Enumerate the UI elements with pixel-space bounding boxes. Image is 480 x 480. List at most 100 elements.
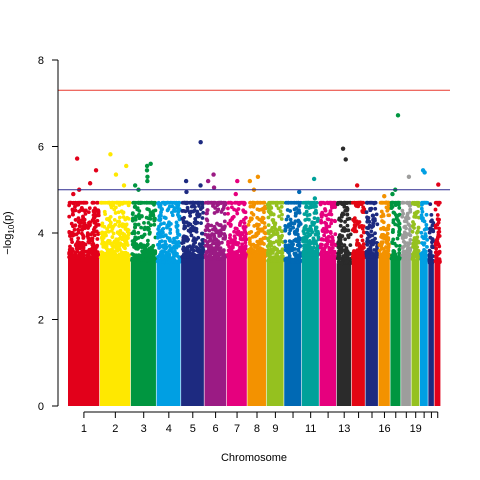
snp-point: [77, 219, 82, 224]
snp-point: [265, 202, 270, 207]
snp-point: [431, 238, 435, 243]
snp-point: [73, 251, 78, 255]
snp-point: [170, 246, 175, 251]
snp-point: [147, 231, 152, 236]
snp-point: [82, 220, 86, 225]
snp-point: [192, 208, 197, 213]
snp-point: [309, 249, 313, 254]
snp-point: [110, 235, 115, 239]
snp-point: [250, 216, 254, 221]
snp-point: [323, 243, 328, 247]
snp-point: [396, 219, 401, 224]
top-hit-point: [312, 196, 318, 201]
chromosome-9-points: [265, 200, 285, 406]
snp-point: [133, 200, 138, 205]
snp-point: [183, 225, 188, 230]
top-hit-point: [297, 189, 302, 195]
snp-point: [165, 208, 170, 213]
snp-point: [205, 224, 210, 229]
snp-point: [116, 210, 121, 215]
snp-point: [283, 227, 288, 232]
snp-point: [421, 242, 426, 247]
snp-point: [240, 242, 245, 247]
snp-point: [301, 239, 305, 244]
snp-point: [225, 252, 230, 257]
snp-point: [247, 231, 252, 236]
snp-point: [255, 200, 260, 205]
snp-point: [373, 231, 377, 236]
snp-point: [364, 210, 369, 215]
snp-point: [374, 212, 379, 217]
snp-point: [295, 232, 300, 237]
snp-point: [226, 211, 230, 216]
snp-point: [194, 227, 199, 231]
snp-point: [243, 240, 248, 245]
snp-point: [222, 232, 227, 236]
y-axis-label: −log10(p): [2, 211, 16, 254]
snp-point: [397, 243, 402, 248]
snp-point: [110, 226, 115, 231]
snp-point: [162, 221, 166, 226]
snp-point: [288, 217, 293, 222]
snp-point: [283, 243, 288, 248]
top-hit-point: [108, 152, 113, 157]
snp-point: [230, 244, 235, 249]
snp-point: [327, 235, 332, 239]
top-hit-point: [382, 194, 387, 199]
top-hit-point: [340, 146, 346, 151]
snp-point: [406, 255, 410, 260]
snp-point: [435, 213, 440, 217]
snp-point: [266, 206, 271, 210]
snp-point: [287, 222, 291, 227]
x-tick-label: 1: [81, 423, 87, 435]
snp-point: [436, 233, 441, 238]
snp-point: [153, 200, 157, 205]
snp-point: [95, 200, 100, 205]
top-hit-point: [384, 200, 389, 205]
x-tick-label: 13: [338, 423, 350, 435]
snp-point: [217, 223, 221, 227]
snp-point: [329, 221, 334, 226]
snp-point: [269, 206, 274, 210]
snp-point: [211, 232, 216, 237]
snp-point: [279, 200, 284, 205]
snp-point: [297, 204, 302, 208]
snp-point: [419, 213, 424, 218]
snp-point: [217, 241, 222, 246]
snp-point: [304, 234, 309, 239]
snp-point: [283, 224, 288, 228]
top-hit-point: [233, 191, 238, 197]
snp-point: [111, 244, 116, 249]
snp-point: [217, 246, 222, 251]
snp-point: [280, 247, 285, 252]
snp-point: [276, 206, 281, 211]
snp-point: [328, 250, 333, 255]
snp-point: [176, 239, 181, 244]
top-hit-point: [198, 183, 203, 188]
snp-point: [72, 224, 77, 228]
x-tick-label: 9: [272, 423, 278, 435]
snp-point: [285, 208, 290, 212]
snp-point: [85, 253, 90, 257]
x-tick-label: 3: [141, 423, 147, 435]
snp-point: [78, 246, 83, 251]
snp-point: [251, 248, 256, 253]
chromosome-15-points: [364, 200, 380, 406]
snp-point: [203, 232, 208, 237]
snp-point: [359, 200, 364, 205]
y-label-suffix: (p): [2, 211, 14, 224]
snp-point: [114, 200, 119, 205]
snp-point: [77, 224, 82, 229]
snp-point: [325, 200, 329, 205]
snp-point: [90, 236, 95, 241]
chromosome-11-density-band: [301, 254, 319, 406]
snp-point: [127, 253, 131, 258]
x-axis-label: Chromosome: [221, 452, 287, 464]
snp-point: [286, 214, 290, 219]
snp-point: [241, 225, 246, 229]
snp-point: [117, 232, 122, 237]
snp-point: [200, 216, 205, 220]
snp-point: [184, 220, 189, 225]
snp-point: [81, 234, 86, 239]
